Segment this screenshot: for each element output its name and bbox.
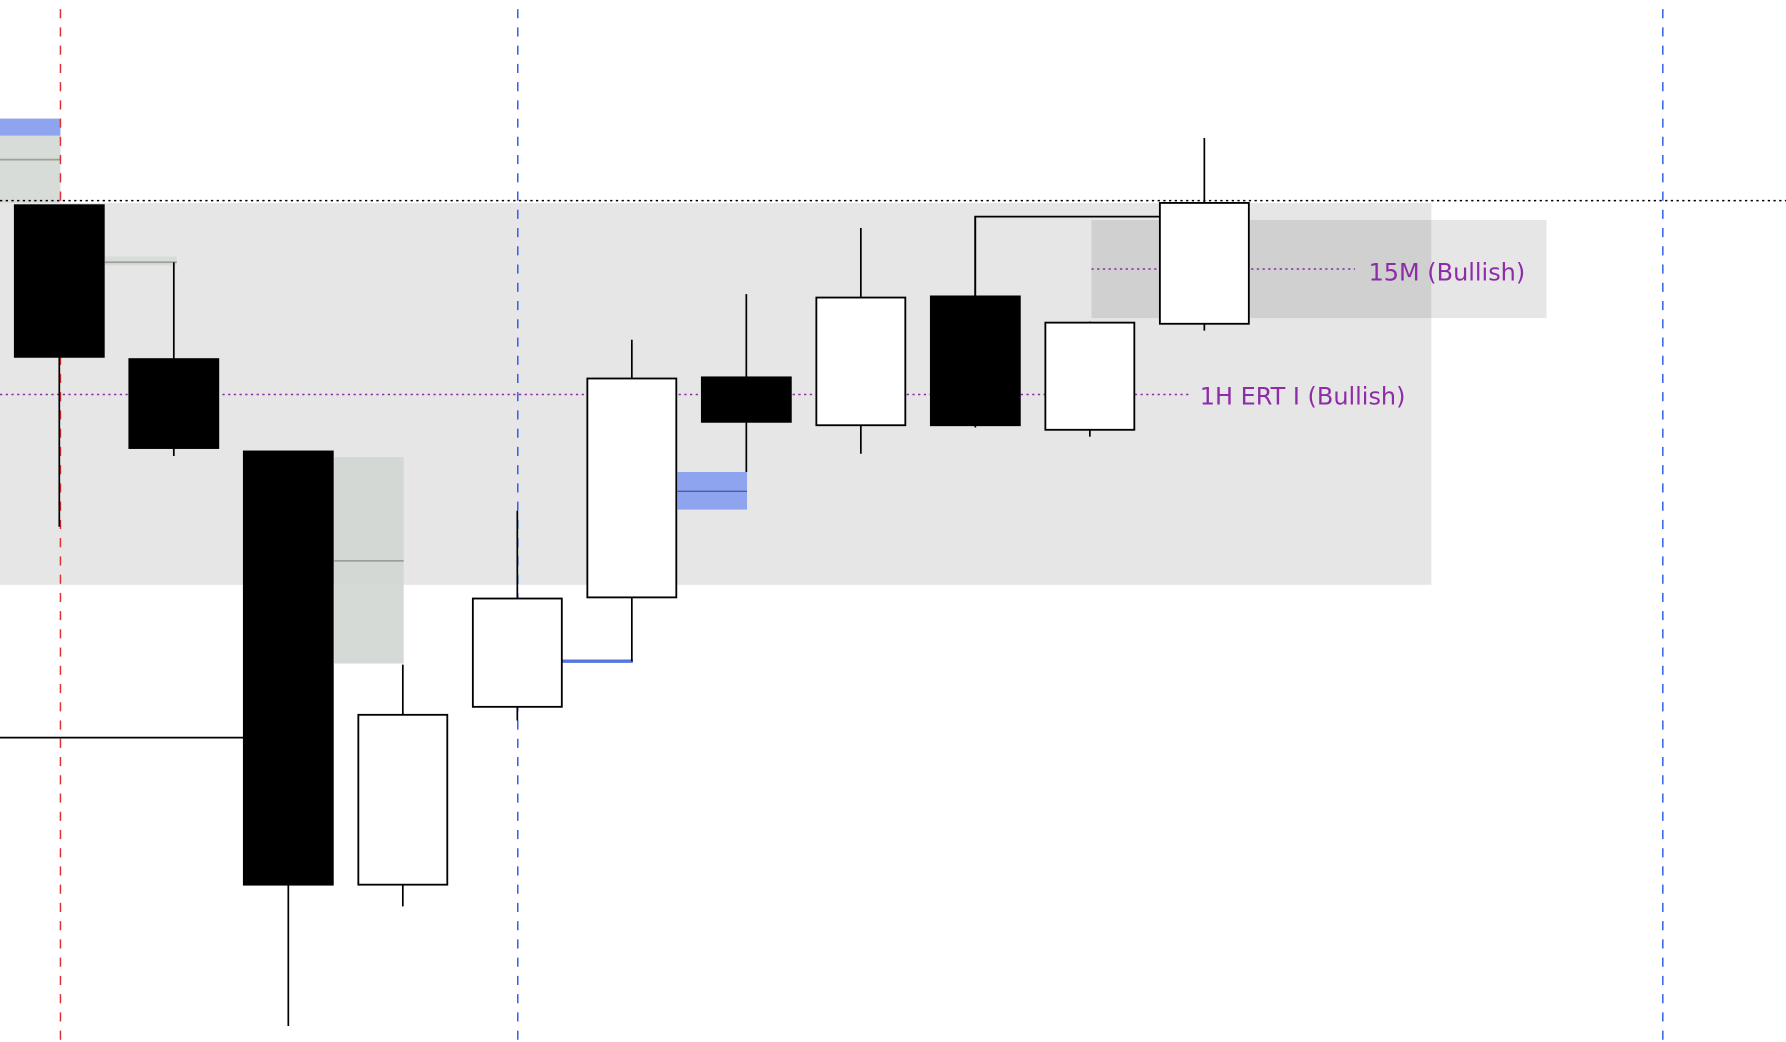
candle-body — [128, 358, 220, 449]
annotation-ert-label: 1H ERT I (Bullish) — [1200, 383, 1406, 411]
annotation-15m-label: 15M (Bullish) — [1369, 258, 1526, 286]
candle-body — [700, 376, 792, 423]
fvg-zone-small — [104, 256, 177, 266]
candle-bullish — [1158, 137, 1250, 331]
candle-body — [929, 295, 1021, 427]
candle-bearish — [700, 294, 792, 472]
candle-body — [471, 597, 563, 708]
fvg-zone-left — [0, 135, 61, 203]
candle-bullish — [471, 510, 563, 721]
candle-bearish — [13, 204, 105, 527]
15m-zone-overlap — [1091, 220, 1432, 319]
candle-body — [13, 204, 105, 358]
candle-bullish — [815, 228, 907, 454]
candle-body — [815, 296, 907, 427]
candle-bearish — [128, 262, 220, 457]
candle-body — [357, 713, 449, 886]
candle-body — [242, 450, 334, 886]
candle-bullish — [1044, 321, 1136, 437]
candle-bullish — [586, 339, 678, 662]
candle-bearish — [242, 450, 334, 1027]
candle-body — [1044, 321, 1136, 431]
candle-bullish — [357, 664, 449, 907]
candles — [13, 137, 1250, 1027]
candle-body — [586, 377, 678, 599]
candle-body — [1158, 202, 1250, 325]
candle-bearish — [929, 216, 1021, 428]
blue-zone-left — [0, 118, 61, 136]
